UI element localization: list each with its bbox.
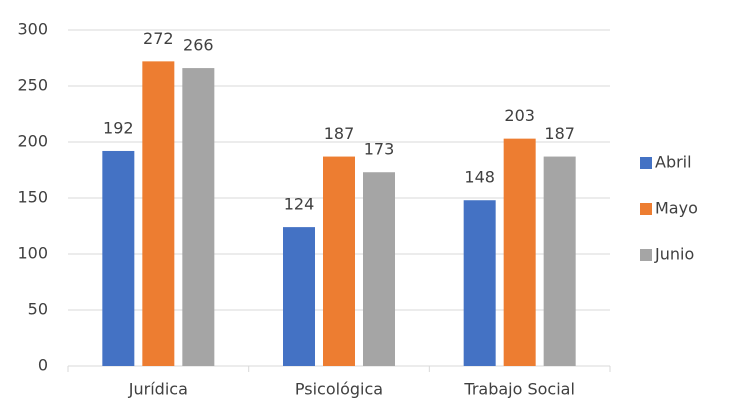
bar [102,150,135,366]
data-label: 203 [504,106,535,125]
data-label: 124 [284,195,315,214]
bar [363,172,395,366]
y-tick-label: 50 [28,300,48,319]
y-tick-label: 200 [17,132,48,151]
bar [463,200,496,366]
legend-swatch [640,249,652,261]
bar [142,61,175,367]
bar [283,227,315,366]
data-label: 192 [103,118,134,137]
legend-label: Mayo [655,199,698,218]
legend-label: Abril [655,153,692,172]
legend-swatch [640,157,652,169]
x-tick-label: Trabajo Social [463,380,575,399]
bar [323,156,355,366]
bar [543,156,576,366]
bar [503,138,536,366]
y-tick-label: 300 [17,20,48,39]
y-tick-label: 100 [17,244,48,263]
legend-swatch [640,203,652,215]
data-label: 187 [324,124,355,143]
y-tick-label: 0 [38,356,48,375]
x-tick-label: Psicológica [295,380,383,399]
data-label: 148 [464,168,495,187]
y-tick-label: 150 [17,188,48,207]
y-tick-label: 250 [17,76,48,95]
legend-label: Junio [654,245,694,264]
data-label: 272 [143,29,174,48]
data-label: 266 [183,36,214,55]
data-label: 173 [364,140,395,159]
data-label: 187 [544,124,575,143]
x-tick-label: Jurídica [128,380,188,399]
bar [182,68,215,366]
